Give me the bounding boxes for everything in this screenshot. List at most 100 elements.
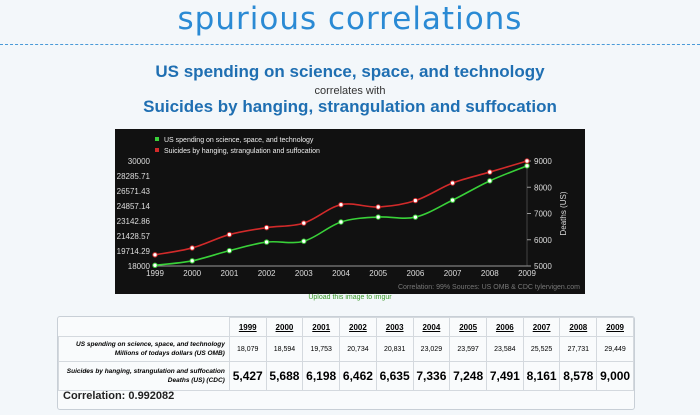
y-left-tick-label: 28285.71 xyxy=(117,172,151,181)
correlation-chart: 1999 2000 2001 2002 2003 2004 2005 2006 2007 2008… xyxy=(115,129,585,294)
x-tick-label: 2006 xyxy=(407,269,425,278)
table-cell: 9,000 xyxy=(596,361,634,391)
table-cell: 20,734 xyxy=(339,336,377,362)
table-corner xyxy=(58,317,230,337)
data-point xyxy=(226,247,233,254)
x-tick-label: 2002 xyxy=(258,269,276,278)
data-point xyxy=(263,239,270,245)
correlates-with-label: correlates with xyxy=(314,85,386,97)
chart-svg: 1999 2000 2001 2002 2003 2004 2005 2006 2007 2008… xyxy=(115,129,585,294)
data-point xyxy=(412,197,419,204)
y-right-tick-label: 5000 xyxy=(534,262,552,271)
legend-swatch xyxy=(155,137,159,141)
chart-credits: Correlation: 99% Sources: US OMB & CDC t… xyxy=(398,284,580,291)
data-point xyxy=(189,245,195,251)
year-header: 1999 xyxy=(228,317,267,337)
year-header: 2003 xyxy=(375,317,414,337)
row-label-title: US spending on science, space, and techn… xyxy=(76,341,225,348)
table-cell: 20,831 xyxy=(375,336,414,362)
table-cell: 19,753 xyxy=(302,336,341,362)
table-cell: 7,491 xyxy=(485,361,524,391)
y-left-tick-label: 23142.86 xyxy=(117,217,151,226)
x-tick-label: 2007 xyxy=(444,269,462,278)
data-point xyxy=(338,201,344,208)
y-right-tick-label: 8000 xyxy=(534,183,552,192)
site-title[interactable]: spurious correlations xyxy=(177,1,523,37)
y-right-tick-label: 9000 xyxy=(534,157,552,166)
upload-to-imgur-link[interactable]: Upload this image to imgur xyxy=(308,294,392,301)
table-cell: 5,427 xyxy=(228,361,267,391)
x-tick-label: 2000 xyxy=(183,269,201,278)
data-point xyxy=(449,197,456,203)
year-header: 2008 xyxy=(559,317,598,337)
y-left-tick-label: 24857.14 xyxy=(117,202,151,211)
x-tick-label: 2008 xyxy=(481,269,499,278)
data-point xyxy=(301,220,307,226)
row-label-unit: Deaths (US) (CDC) xyxy=(167,377,225,384)
table-cell: 7,248 xyxy=(449,361,487,391)
table-row: Suicides by hanging, strangulation and s… xyxy=(58,361,634,391)
x-tick-label: 2003 xyxy=(295,269,313,278)
table-cell: 18,079 xyxy=(228,336,267,362)
year-header: 2000 xyxy=(265,317,304,337)
header-divider xyxy=(0,44,700,45)
year-header: 2006 xyxy=(485,317,524,337)
table-cell: 8,161 xyxy=(522,361,561,391)
data-point xyxy=(487,169,493,175)
table-cell: 8,578 xyxy=(559,361,598,391)
year-header: 2009 xyxy=(596,317,634,337)
data-point xyxy=(226,231,233,238)
y-left-tick-label: 18000 xyxy=(128,262,151,271)
y-right-axis-label: Deaths (US) xyxy=(559,191,568,235)
y-left-tick-label: 30000 xyxy=(128,157,151,166)
y-left-tick-label: 26571.43 xyxy=(117,187,151,196)
data-point xyxy=(487,178,493,184)
series-b-headline: Suicides by hanging, strangulation and s… xyxy=(143,97,557,116)
y-right-tick-label: 7000 xyxy=(534,210,552,219)
x-tick-label: 2001 xyxy=(221,269,239,278)
year-header: 2001 xyxy=(302,317,341,337)
data-point xyxy=(263,224,270,231)
table-cell: 23,584 xyxy=(485,336,524,362)
year-header: 2002 xyxy=(339,317,377,337)
row-label-unit: Millions of todays dollars (US OMB) xyxy=(114,350,225,357)
row-label-title: Suicides by hanging, strangulation and s… xyxy=(66,368,225,375)
data-point xyxy=(375,214,381,220)
table-cell: 6,462 xyxy=(339,361,377,391)
legend-swatch xyxy=(155,148,159,152)
table-cell: 23,029 xyxy=(412,336,451,362)
x-tick-label: 1999 xyxy=(146,269,164,278)
data-point xyxy=(524,158,530,164)
data-point xyxy=(338,219,344,225)
row-label: US spending on science, space, and techn… xyxy=(58,336,230,362)
table-cell: 6,635 xyxy=(375,361,414,391)
table-header-row: 1999 2000 2001 2002 2003 2004 2005 2006 2007 2008… xyxy=(58,317,634,337)
data-point xyxy=(301,238,307,244)
data-table-panel: 1999 2000 2001 2002 2003 2004 2005 2006 2007 2008… xyxy=(57,316,635,410)
data-point xyxy=(375,204,381,210)
legend-label: US spending on science, space, and techn… xyxy=(164,137,314,144)
table-cell: 5,688 xyxy=(265,361,304,391)
legend-label: Suicides by hanging, strangulation and s… xyxy=(164,148,320,155)
y-left-tick-label: 19714.29 xyxy=(117,247,151,256)
data-point xyxy=(152,252,158,258)
year-header: 2007 xyxy=(522,317,561,337)
table-cell: 6,198 xyxy=(302,361,341,391)
table-cell: 18,594 xyxy=(265,336,304,362)
table-cell: 7,336 xyxy=(412,361,451,391)
row-label: Suicides by hanging, strangulation and s… xyxy=(58,361,230,391)
data-point xyxy=(152,262,158,269)
table-row: US spending on science, space, and techn… xyxy=(58,336,634,362)
year-header: 2004 xyxy=(412,317,451,337)
x-tick-label: 2009 xyxy=(518,269,536,278)
y-right-tick-label: 6000 xyxy=(534,236,552,245)
data-point xyxy=(412,214,419,220)
x-tick-label: 2005 xyxy=(369,269,387,278)
table-cell: 27,731 xyxy=(559,336,598,362)
y-left-tick-label: 21428.57 xyxy=(117,232,151,241)
year-header: 2005 xyxy=(449,317,487,337)
table-cell: 25,525 xyxy=(522,336,561,362)
data-point xyxy=(189,258,195,264)
data-point xyxy=(449,180,456,186)
correlation-value: Correlation: 0.992082 xyxy=(63,390,175,402)
